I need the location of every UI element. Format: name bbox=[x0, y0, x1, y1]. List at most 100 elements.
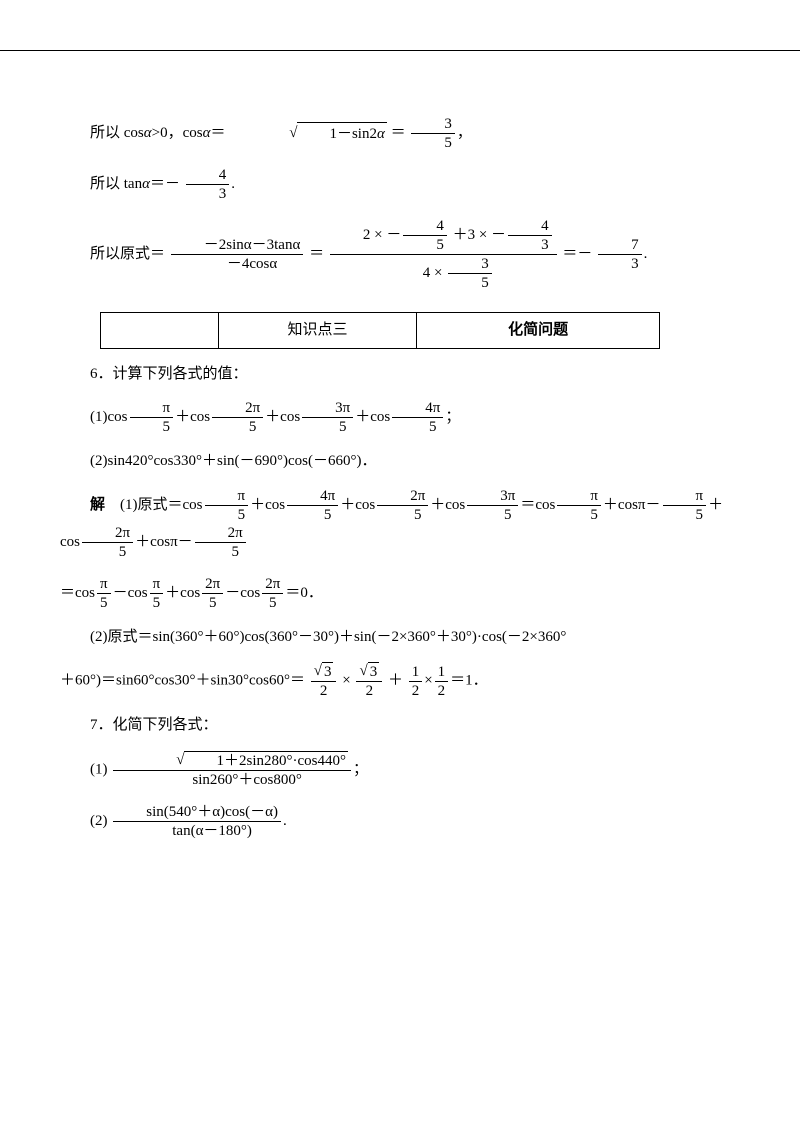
fraction: 2π5 bbox=[82, 524, 133, 561]
denominator: 4 × 35 bbox=[330, 255, 557, 292]
fraction: 2π5 bbox=[377, 487, 428, 524]
numerator: 2π bbox=[202, 575, 223, 594]
knowledge-point-table: 知识点三 化简问题 bbox=[100, 312, 660, 349]
numerator: 3π bbox=[302, 399, 353, 418]
numerator: π bbox=[150, 575, 164, 594]
line-1: 所以 cosα>0，cosα＝ √1－sin2α ＝ 35， bbox=[60, 115, 740, 152]
fraction: 43 bbox=[186, 166, 230, 203]
fraction: 35 bbox=[411, 115, 455, 152]
denominator: 5 bbox=[411, 134, 455, 152]
denominator: 2 bbox=[311, 682, 337, 700]
numerator: sin(540°＋α)cos(－α) bbox=[113, 803, 281, 822]
denominator: 2 bbox=[356, 682, 382, 700]
text: 所以 cos bbox=[90, 125, 144, 141]
fraction: 2π5 bbox=[212, 399, 263, 436]
numerator: 2π bbox=[262, 575, 283, 594]
text: . bbox=[283, 812, 287, 828]
text: ＋ bbox=[388, 672, 403, 688]
denominator: 3 bbox=[186, 185, 230, 203]
fraction: 3π5 bbox=[302, 399, 353, 436]
fraction: 12 bbox=[435, 663, 449, 700]
text: －cos bbox=[225, 584, 260, 600]
radicand: 1＋2sin280°·cos440° bbox=[184, 751, 348, 770]
text: ＋cos bbox=[175, 409, 210, 425]
text: (1)cos bbox=[90, 409, 128, 425]
numerator: 2π bbox=[212, 399, 263, 418]
denominator: 5 bbox=[392, 418, 443, 436]
radical-icon: √ bbox=[259, 122, 297, 145]
fraction: π5 bbox=[557, 487, 601, 524]
denominator: 2 bbox=[409, 682, 423, 700]
document-page: 所以 cosα>0，cosα＝ √1－sin2α ＝ 35， 所以 tanα＝－… bbox=[0, 50, 800, 904]
denominator: 5 bbox=[82, 543, 133, 561]
denominator: 3 bbox=[598, 255, 642, 273]
numerator: 2π bbox=[195, 524, 246, 543]
line-3: 所以原式＝ －2sinα－3tanα －4cosα ＝ 2 × －45 ＋3 ×… bbox=[60, 217, 740, 292]
fraction: 35 bbox=[448, 255, 492, 292]
eq: ＝ bbox=[210, 125, 225, 141]
table-cell-topic: 化简问题 bbox=[417, 313, 660, 349]
text: × bbox=[424, 672, 432, 688]
numerator: －2sinα－3tanα bbox=[171, 236, 304, 255]
fraction: π5 bbox=[663, 487, 707, 524]
fraction: 4π5 bbox=[287, 487, 338, 524]
denominator: tan(α－180°) bbox=[113, 822, 281, 840]
solution-2-line1: (2)原式＝sin(360°＋60°)cos(360°－30°)＋sin(－2×… bbox=[60, 626, 740, 649]
radical-icon: √ bbox=[314, 662, 322, 680]
text: ＝0． bbox=[285, 584, 323, 600]
fraction: 45 bbox=[403, 217, 447, 254]
radical-icon: √ bbox=[359, 662, 367, 680]
alpha: α bbox=[377, 126, 385, 142]
solution-label: 解 bbox=[90, 496, 105, 512]
text: 1－sin2 bbox=[329, 126, 377, 142]
text: ＋cos bbox=[355, 409, 390, 425]
fraction: 73 bbox=[598, 236, 642, 273]
numerator: √3 bbox=[356, 662, 382, 682]
table-cell-kpt: 知识点三 bbox=[218, 313, 417, 349]
text: . bbox=[644, 246, 648, 262]
fraction: 2π5 bbox=[195, 524, 246, 561]
denominator: 5 bbox=[262, 594, 283, 612]
text: × bbox=[342, 672, 350, 688]
numerator: 1 bbox=[409, 663, 423, 682]
question-7: 7．化简下列各式： bbox=[60, 714, 740, 737]
denominator: 2 bbox=[435, 682, 449, 700]
denominator: 5 bbox=[287, 506, 338, 524]
numerator: π bbox=[97, 575, 111, 594]
text: ＋cos bbox=[340, 496, 375, 512]
eq: ＝ bbox=[309, 246, 324, 262]
numerator: π bbox=[130, 399, 174, 418]
numerator: 4π bbox=[392, 399, 443, 418]
q6-part2: (2)sin420°cos330°＋sin(－690°)cos(－660°)． bbox=[60, 450, 740, 473]
text: ＋cos bbox=[265, 409, 300, 425]
fraction: 12 bbox=[409, 663, 423, 700]
fraction: 2π5 bbox=[202, 575, 223, 612]
radicand: 3 bbox=[322, 662, 334, 681]
fraction: 43 bbox=[508, 217, 552, 254]
q7-part2: (2) sin(540°＋α)cos(－α) tan(α－180°) . bbox=[60, 803, 740, 840]
text: >0，cos bbox=[152, 125, 203, 141]
text: ＋cos bbox=[430, 496, 465, 512]
numerator: π bbox=[557, 487, 601, 506]
radicand: 3 bbox=[368, 662, 380, 681]
fraction: sin(540°＋α)cos(－α) tan(α－180°) bbox=[113, 803, 281, 840]
text: 所以原式＝ bbox=[90, 246, 165, 262]
text: ＋cosπ－ bbox=[603, 496, 661, 512]
fraction: π5 bbox=[130, 399, 174, 436]
denominator: 5 bbox=[403, 236, 447, 254]
solution-1-cont: ＝cosπ5－cosπ5＋cos2π5－cos2π5＝0． bbox=[60, 575, 740, 612]
numerator: 4 bbox=[403, 217, 447, 236]
text: (1)原式＝cos bbox=[120, 496, 203, 512]
denominator: 5 bbox=[448, 274, 492, 292]
fraction: 4π5 bbox=[392, 399, 443, 436]
denominator: 5 bbox=[205, 506, 249, 524]
text: ＋cosπ－ bbox=[135, 533, 193, 549]
text: － bbox=[386, 227, 401, 243]
text: 4 × bbox=[423, 265, 443, 281]
table-cell-empty bbox=[101, 313, 219, 349]
calc-fraction: 2 × －45 ＋3 × －43 4 × 35 bbox=[330, 217, 557, 292]
numerator: 4π bbox=[287, 487, 338, 506]
line-2: 所以 tanα＝－ 43. bbox=[60, 166, 740, 203]
denominator: 5 bbox=[97, 594, 111, 612]
fraction: π5 bbox=[150, 575, 164, 612]
